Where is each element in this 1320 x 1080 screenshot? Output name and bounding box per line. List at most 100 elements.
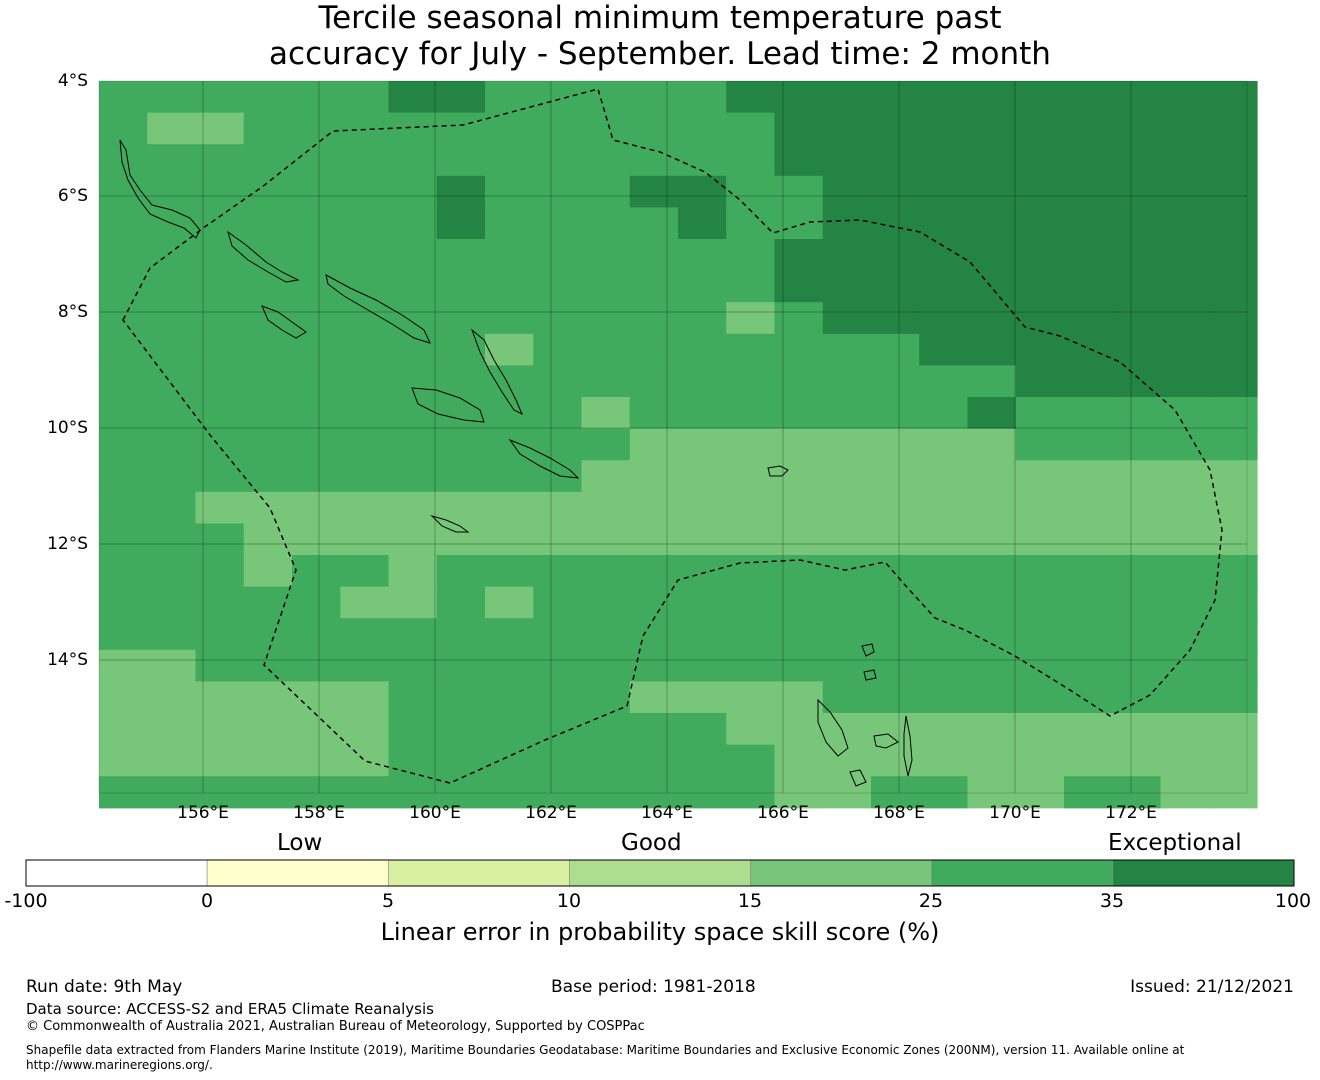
rennell-island <box>430 514 470 533</box>
lon-label-158e: 158°E <box>293 803 345 823</box>
skill-grid-cell <box>436 333 486 366</box>
skill-grid-cell <box>195 81 245 114</box>
skill-grid-cell <box>678 207 727 240</box>
lat-label-10s: 10°S <box>47 418 88 438</box>
skill-grid-cell <box>919 270 969 303</box>
skill-grid-cell <box>243 397 293 430</box>
skill-grid-cell <box>388 397 438 430</box>
skill-grid-cell <box>967 460 1017 493</box>
colorbar-segment <box>750 859 933 887</box>
skill-grid-cell <box>533 175 583 208</box>
skill-grid-cell <box>436 207 486 240</box>
skill-grid-cell <box>581 586 631 619</box>
skill-grid-cell <box>871 681 920 714</box>
skill-grid-cell <box>629 776 679 809</box>
skill-grid-cell <box>774 397 824 430</box>
skill-grid-cell <box>678 270 727 303</box>
skill-grid-cell <box>629 460 679 493</box>
skill-grid-cell <box>1160 207 1210 240</box>
skill-grid-cell <box>436 397 486 430</box>
skill-grid-cell <box>1112 144 1162 177</box>
skill-grid-cell <box>388 112 438 145</box>
skill-grid-cell <box>1064 649 1113 682</box>
colorbar-tick-label: -100 <box>4 890 48 912</box>
skill-grid-cell <box>581 81 631 114</box>
skill-grid-cell <box>243 428 293 461</box>
skill-grid-cell <box>774 523 824 556</box>
skill-grid-cell <box>1160 112 1210 145</box>
skill-grid-cell <box>919 112 969 145</box>
skill-grid-cell <box>436 365 486 398</box>
skill-grid-cell <box>292 365 341 398</box>
skill-grid-cell <box>581 713 631 746</box>
skill-grid-cell <box>726 460 776 493</box>
skill-grid-cell <box>1160 586 1210 619</box>
skill-grid-cell <box>195 397 245 430</box>
skill-grid-cell <box>533 555 583 588</box>
skill-grid-cell <box>774 776 824 809</box>
skill-grid-cell <box>1015 555 1065 588</box>
skill-grid-cell <box>1160 428 1210 461</box>
skill-grid-cell <box>1015 175 1065 208</box>
skill-grid-cell <box>292 175 341 208</box>
skill-grid-cell <box>774 270 824 303</box>
skill-grid-cell <box>292 713 341 746</box>
skill-grid-cell <box>292 397 341 430</box>
skill-grid-cell <box>919 586 969 619</box>
bougainville-island <box>119 139 201 239</box>
skill-grid-cell <box>822 460 872 493</box>
skill-grid-cell <box>1208 270 1258 303</box>
skill-grid-cell <box>533 428 583 461</box>
skill-grid-cell <box>147 555 197 588</box>
skill-grid-cell <box>195 586 245 619</box>
skill-grid-cell <box>147 681 197 714</box>
skill-grid-cell <box>726 491 776 524</box>
skill-grid-cell <box>436 523 486 556</box>
skill-grid-cell <box>919 365 969 398</box>
ambae-island <box>861 643 875 657</box>
espiritu-santo-island <box>817 698 849 757</box>
skill-grid-cell <box>99 555 148 588</box>
skill-grid-cell <box>774 713 824 746</box>
skill-grid-cell <box>388 270 438 303</box>
data-source: Data source: ACCESS-S2 and ERA5 Climate … <box>26 1000 434 1018</box>
colorbar-segment <box>569 859 751 887</box>
skill-grid-cell <box>774 460 824 493</box>
skill-grid-cell <box>533 302 583 335</box>
skill-grid-cell <box>678 713 727 746</box>
skill-grid-cell <box>388 333 438 366</box>
skill-grid-cell <box>1160 365 1210 398</box>
skill-grid-cell <box>1112 713 1162 746</box>
skill-grid-cell <box>243 239 293 272</box>
skill-grid-cell <box>1015 744 1065 777</box>
skill-grid-cell <box>1208 333 1258 366</box>
skill-grid-cell <box>678 112 727 145</box>
skill-grid-cell <box>99 649 148 682</box>
skill-grid-cell <box>195 302 245 335</box>
skill-grid-cell <box>436 681 486 714</box>
skill-grid-cell <box>1112 302 1162 335</box>
skill-grid-cell <box>292 460 341 493</box>
run-date: Run date: 9th May <box>26 977 183 997</box>
skill-grid-cell <box>919 460 969 493</box>
skill-grid-cell <box>581 523 631 556</box>
skill-grid-cell <box>1064 681 1113 714</box>
skill-grid-cell <box>1112 460 1162 493</box>
skill-grid-cell <box>919 239 969 272</box>
skill-grid-cell <box>1208 175 1258 208</box>
skill-grid-cell <box>99 523 148 556</box>
skill-grid-cell <box>1208 428 1258 461</box>
skill-grid-cell <box>147 112 197 145</box>
skill-grid-cell <box>1015 144 1065 177</box>
skill-grid-cell <box>1160 523 1210 556</box>
skill-grid-cell <box>1208 207 1258 240</box>
skill-grid-cell <box>340 523 390 556</box>
skill-grid-cell <box>99 776 148 809</box>
skill-grid-cell <box>678 555 727 588</box>
skill-grid-cell <box>1064 744 1113 777</box>
skill-grid-cell <box>967 586 1017 619</box>
skill-grid-cell <box>533 333 583 366</box>
skill-grid-cell <box>919 144 969 177</box>
skill-grid-cell <box>967 491 1017 524</box>
skill-grid-cell <box>292 144 341 177</box>
